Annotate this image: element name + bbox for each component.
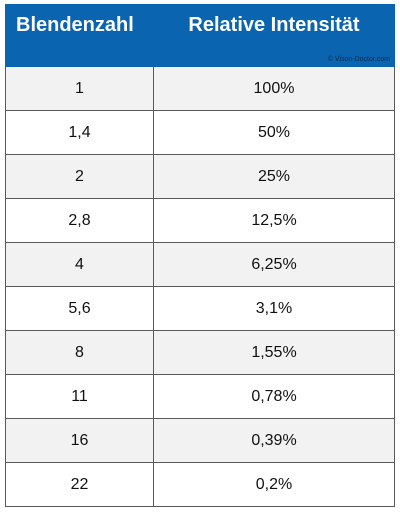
- cell-f-number: 5,6: [5, 286, 154, 331]
- header-relative-intensitaet: Relative Intensität © Vison-Doctor.com: [153, 4, 395, 67]
- cell-intensity: 25%: [153, 154, 395, 199]
- cell-f-number: 8: [5, 330, 154, 375]
- cell-f-number: 2: [5, 154, 154, 199]
- table-row: 1,4 50%: [5, 110, 395, 155]
- table-row: 8 1,55%: [5, 330, 395, 375]
- header-label: Relative Intensität: [188, 14, 360, 36]
- table-row: 16 0,39%: [5, 418, 395, 463]
- cell-intensity: 0,78%: [153, 374, 395, 419]
- table-row: 5,6 3,1%: [5, 286, 395, 331]
- cell-f-number: 2,8: [5, 198, 154, 243]
- cell-intensity: 50%: [153, 110, 395, 155]
- copyright-notice: © Vison-Doctor.com: [327, 56, 390, 63]
- cell-intensity: 0,39%: [153, 418, 395, 463]
- aperture-intensity-table: Blendenzahl Relative Intensität © Vison-…: [5, 4, 395, 507]
- cell-intensity: 3,1%: [153, 286, 395, 331]
- cell-f-number: 16: [5, 418, 154, 463]
- cell-intensity: 100%: [153, 66, 395, 111]
- table-row: 2 25%: [5, 154, 395, 199]
- cell-f-number: 11: [5, 374, 154, 419]
- table-row: 1 100%: [5, 66, 395, 111]
- table-header-row: Blendenzahl Relative Intensität © Vison-…: [5, 4, 395, 67]
- table-row: 22 0,2%: [5, 462, 395, 507]
- cell-intensity: 12,5%: [153, 198, 395, 243]
- cell-intensity: 1,55%: [153, 330, 395, 375]
- table-row: 11 0,78%: [5, 374, 395, 419]
- cell-f-number: 1,4: [5, 110, 154, 155]
- header-blendenzahl: Blendenzahl: [5, 4, 154, 67]
- cell-f-number: 1: [5, 66, 154, 111]
- cell-f-number: 22: [5, 462, 154, 507]
- table-row: 4 6,25%: [5, 242, 395, 287]
- cell-f-number: 4: [5, 242, 154, 287]
- aperture-table-container: Blendenzahl Relative Intensität © Vison-…: [5, 4, 395, 507]
- cell-intensity: 0,2%: [153, 462, 395, 507]
- header-label: Blendenzahl: [16, 14, 134, 36]
- table-row: 2,8 12,5%: [5, 198, 395, 243]
- cell-intensity: 6,25%: [153, 242, 395, 287]
